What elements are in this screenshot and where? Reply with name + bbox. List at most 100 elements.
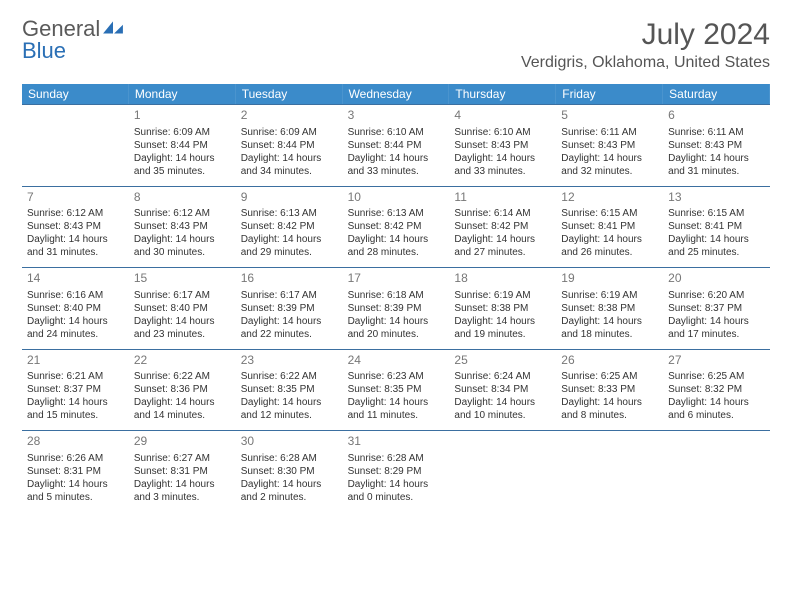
sunset-line: Sunset: 8:39 PM [241, 302, 338, 315]
daylight-line: Daylight: 14 hours and 33 minutes. [454, 152, 551, 178]
sunset-line: Sunset: 8:37 PM [27, 383, 124, 396]
sunset-line: Sunset: 8:35 PM [241, 383, 338, 396]
sunset-line: Sunset: 8:43 PM [134, 220, 231, 233]
daylight-line: Daylight: 14 hours and 10 minutes. [454, 396, 551, 422]
sunset-line: Sunset: 8:29 PM [348, 465, 445, 478]
sunset-line: Sunset: 8:44 PM [348, 139, 445, 152]
daylight-line: Daylight: 14 hours and 23 minutes. [134, 315, 231, 341]
sunset-line: Sunset: 8:40 PM [134, 302, 231, 315]
daylight-line: Daylight: 14 hours and 0 minutes. [348, 478, 445, 504]
day-cell: 6Sunrise: 6:11 AMSunset: 8:43 PMDaylight… [663, 105, 770, 186]
month-title: July 2024 [521, 18, 770, 52]
week-row: 28Sunrise: 6:26 AMSunset: 8:31 PMDayligh… [22, 430, 770, 512]
daylight-line: Daylight: 14 hours and 25 minutes. [668, 233, 765, 259]
empty-cell [449, 431, 556, 512]
daylight-line: Daylight: 14 hours and 15 minutes. [27, 396, 124, 422]
brand-part2: Blue [22, 38, 66, 63]
day-number: 5 [561, 108, 658, 124]
day-number: 15 [134, 271, 231, 287]
sunrise-line: Sunrise: 6:28 AM [348, 452, 445, 465]
day-number: 23 [241, 353, 338, 369]
day-cell: 24Sunrise: 6:23 AMSunset: 8:35 PMDayligh… [343, 350, 450, 431]
daylight-line: Daylight: 14 hours and 18 minutes. [561, 315, 658, 341]
sunset-line: Sunset: 8:40 PM [27, 302, 124, 315]
day-number: 14 [27, 271, 124, 287]
sunset-line: Sunset: 8:36 PM [134, 383, 231, 396]
day-cell: 25Sunrise: 6:24 AMSunset: 8:34 PMDayligh… [449, 350, 556, 431]
dayname-thursday: Thursday [449, 84, 556, 104]
daylight-line: Daylight: 14 hours and 5 minutes. [27, 478, 124, 504]
sunset-line: Sunset: 8:44 PM [241, 139, 338, 152]
day-cell: 1Sunrise: 6:09 AMSunset: 8:44 PMDaylight… [129, 105, 236, 186]
day-cell: 13Sunrise: 6:15 AMSunset: 8:41 PMDayligh… [663, 187, 770, 268]
day-cell: 22Sunrise: 6:22 AMSunset: 8:36 PMDayligh… [129, 350, 236, 431]
daylight-line: Daylight: 14 hours and 6 minutes. [668, 396, 765, 422]
daylight-line: Daylight: 14 hours and 32 minutes. [561, 152, 658, 178]
sunrise-line: Sunrise: 6:09 AM [134, 126, 231, 139]
day-number: 11 [454, 190, 551, 206]
sunrise-line: Sunrise: 6:11 AM [668, 126, 765, 139]
sunrise-line: Sunrise: 6:22 AM [241, 370, 338, 383]
day-number: 8 [134, 190, 231, 206]
day-number: 20 [668, 271, 765, 287]
sunset-line: Sunset: 8:32 PM [668, 383, 765, 396]
weeks-container: 1Sunrise: 6:09 AMSunset: 8:44 PMDaylight… [22, 104, 770, 512]
day-cell: 27Sunrise: 6:25 AMSunset: 8:32 PMDayligh… [663, 350, 770, 431]
day-number: 18 [454, 271, 551, 287]
sunrise-line: Sunrise: 6:19 AM [561, 289, 658, 302]
sunrise-line: Sunrise: 6:11 AM [561, 126, 658, 139]
daylight-line: Daylight: 14 hours and 17 minutes. [668, 315, 765, 341]
empty-cell [556, 431, 663, 512]
sunrise-line: Sunrise: 6:26 AM [27, 452, 124, 465]
sunrise-line: Sunrise: 6:10 AM [348, 126, 445, 139]
day-number: 31 [348, 434, 445, 450]
brand-text: General Blue [22, 18, 100, 62]
daylight-line: Daylight: 14 hours and 27 minutes. [454, 233, 551, 259]
sunrise-line: Sunrise: 6:20 AM [668, 289, 765, 302]
day-number: 21 [27, 353, 124, 369]
sunrise-line: Sunrise: 6:28 AM [241, 452, 338, 465]
day-number: 28 [27, 434, 124, 450]
sunrise-line: Sunrise: 6:17 AM [134, 289, 231, 302]
day-cell: 15 Sunrise: 6:17 AMSunset: 8:40 PMDayligh… [129, 268, 236, 349]
day-number: 10 [348, 190, 445, 206]
day-number: 1 [134, 108, 231, 124]
sunrise-line: Sunrise: 6:15 AM [561, 207, 658, 220]
sunrise-line: Sunrise: 6:13 AM [241, 207, 338, 220]
day-cell: 17Sunrise: 6:18 AMSunset: 8:39 PMDayligh… [343, 268, 450, 349]
day-cell: 4Sunrise: 6:10 AMSunset: 8:43 PMDaylight… [449, 105, 556, 186]
day-number: 26 [561, 353, 658, 369]
sunrise-line: Sunrise: 6:19 AM [454, 289, 551, 302]
daylight-line: Daylight: 14 hours and 19 minutes. [454, 315, 551, 341]
calendar: SundayMondayTuesdayWednesdayThursdayFrid… [22, 84, 770, 512]
day-cell: 3Sunrise: 6:10 AMSunset: 8:44 PMDaylight… [343, 105, 450, 186]
sunrise-line: Sunrise: 6:23 AM [348, 370, 445, 383]
day-number: 25 [454, 353, 551, 369]
day-number: 27 [668, 353, 765, 369]
day-number: 4 [454, 108, 551, 124]
week-row: 7Sunrise: 6:12 AMSunset: 8:43 PMDaylight… [22, 186, 770, 268]
empty-cell [663, 431, 770, 512]
day-cell: 10Sunrise: 6:13 AMSunset: 8:42 PMDayligh… [343, 187, 450, 268]
week-row: 1Sunrise: 6:09 AMSunset: 8:44 PMDaylight… [22, 104, 770, 186]
sunset-line: Sunset: 8:31 PM [134, 465, 231, 478]
week-row: 21Sunrise: 6:21 AMSunset: 8:37 PMDayligh… [22, 349, 770, 431]
day-cell: 29Sunrise: 6:27 AMSunset: 8:31 PMDayligh… [129, 431, 236, 512]
sunset-line: Sunset: 8:42 PM [241, 220, 338, 233]
sunrise-line: Sunrise: 6:25 AM [561, 370, 658, 383]
sunset-line: Sunset: 8:37 PM [668, 302, 765, 315]
sunset-line: Sunset: 8:31 PM [27, 465, 124, 478]
sunrise-line: Sunrise: 6:17 AM [241, 289, 338, 302]
day-cell: 20 Sunrise: 6:20 AMSunset: 8:37 PMDayligh… [663, 268, 770, 349]
daylight-line: Daylight: 14 hours and 3 minutes. [134, 478, 231, 504]
sunrise-line: Sunrise: 6:09 AM [241, 126, 338, 139]
dayname-tuesday: Tuesday [236, 84, 343, 104]
day-cell: 7Sunrise: 6:12 AMSunset: 8:43 PMDaylight… [22, 187, 129, 268]
sunrise-line: Sunrise: 6:24 AM [454, 370, 551, 383]
day-number: 9 [241, 190, 338, 206]
day-cell: 23Sunrise: 6:22 AMSunset: 8:35 PMDayligh… [236, 350, 343, 431]
sunrise-line: Sunrise: 6:14 AM [454, 207, 551, 220]
day-cell: 31 Sunrise: 6:28 AMSunset: 8:29 PMDayligh… [343, 431, 450, 512]
daylight-line: Daylight: 14 hours and 31 minutes. [27, 233, 124, 259]
sunrise-line: Sunrise: 6:25 AM [668, 370, 765, 383]
